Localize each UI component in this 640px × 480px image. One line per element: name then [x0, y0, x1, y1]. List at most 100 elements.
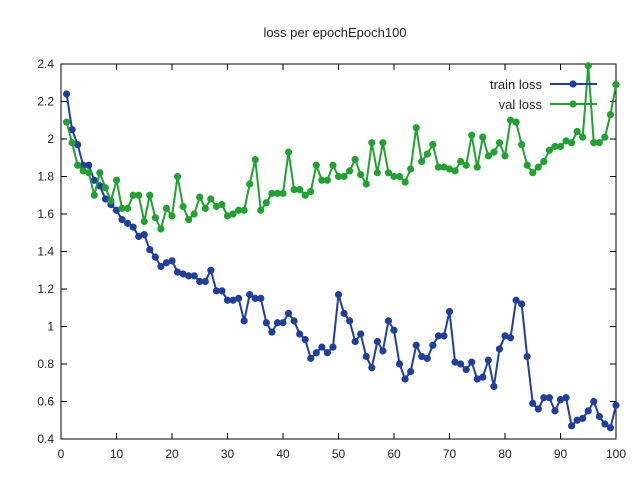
data-point [568, 139, 576, 147]
data-point [185, 272, 193, 280]
data-point [362, 352, 370, 361]
data-point [484, 356, 492, 364]
data-point [251, 294, 259, 302]
data-point [357, 171, 365, 179]
data-point [268, 189, 276, 197]
data-point [207, 266, 215, 274]
data-point [445, 307, 454, 316]
data-point [468, 131, 476, 139]
data-point [273, 319, 282, 327]
data-point [90, 191, 98, 199]
data-point [390, 326, 398, 334]
data-point [601, 133, 609, 141]
data-point [368, 139, 376, 147]
legend-label: train loss [490, 77, 543, 92]
data-point [562, 137, 570, 145]
data-point [201, 204, 209, 212]
data-point [573, 416, 581, 424]
data-point [74, 141, 82, 149]
y-tick-label: 2.4 [37, 57, 54, 71]
data-point [568, 422, 576, 430]
data-point [107, 197, 115, 205]
data-point [179, 202, 187, 211]
data-point [124, 219, 132, 227]
legend-swatch-marker [569, 80, 577, 88]
data-point [473, 375, 481, 383]
data-point [579, 414, 587, 422]
data-point [290, 317, 298, 325]
data-point [85, 161, 93, 169]
data-point [118, 216, 126, 224]
y-tick-label: 0.6 [37, 395, 54, 409]
x-tick-label: 90 [554, 447, 568, 461]
data-point [62, 118, 71, 126]
data-point [346, 167, 354, 175]
data-point [407, 165, 415, 173]
data-point [268, 328, 276, 336]
legend-swatch-marker [569, 100, 577, 108]
series-train-loss [62, 90, 620, 432]
axes: 0 10 20 30 40 50 60 70 80 90 100 0.4 0.6 0.8 1 1.2 1.4 1.… [37, 57, 626, 461]
data-point [384, 169, 393, 177]
data-point [451, 167, 459, 175]
data-point [556, 142, 565, 151]
y-tick-label: 0.8 [37, 357, 54, 371]
x-tick-label: 70 [443, 447, 457, 461]
x-tick-label: 10 [110, 447, 124, 461]
data-point [340, 172, 348, 181]
data-point [556, 396, 565, 404]
data-point [462, 366, 470, 374]
data-point [79, 161, 87, 169]
data-point [262, 319, 270, 327]
data-point [162, 204, 171, 212]
data-point [429, 341, 437, 349]
data-point [579, 133, 587, 141]
data-point [101, 195, 109, 203]
data-point [112, 176, 121, 184]
data-point [362, 180, 370, 188]
data-point [74, 161, 82, 169]
data-point [284, 148, 293, 156]
data-point [395, 360, 404, 368]
data-point [323, 349, 331, 357]
plot-frame [60, 63, 617, 440]
data-point [229, 210, 237, 218]
data-point [279, 189, 287, 197]
y-tick-label: 0.4 [37, 432, 54, 446]
data-point [157, 262, 165, 271]
data-point [329, 161, 337, 169]
data-point [423, 354, 431, 362]
data-point [434, 163, 442, 171]
data-point [307, 354, 315, 362]
data-point [584, 62, 592, 70]
data-point [351, 156, 359, 164]
data-point [185, 216, 193, 224]
data-point [612, 401, 620, 409]
data-point [96, 169, 104, 177]
data-point [484, 152, 492, 160]
data-point [284, 309, 293, 317]
data-point [540, 157, 548, 166]
data-point [540, 394, 548, 402]
legend-label: val loss [499, 97, 543, 112]
data-point [246, 180, 254, 188]
data-point [606, 424, 615, 432]
data-point [301, 191, 309, 199]
y-tick-label: 1.4 [37, 245, 54, 259]
data-point [79, 167, 87, 175]
data-point [168, 257, 176, 265]
y-tick-label: 1 [47, 320, 54, 334]
data-point [135, 191, 143, 199]
data-point [112, 206, 121, 214]
data-point [190, 272, 198, 280]
data-point [301, 336, 309, 344]
data-point [168, 212, 176, 220]
data-point [423, 150, 431, 158]
data-point [534, 163, 542, 171]
x-tick-label: 30 [221, 447, 235, 461]
data-point [246, 291, 254, 299]
data-point [346, 317, 354, 325]
data-point [135, 232, 143, 241]
data-point [229, 296, 237, 304]
